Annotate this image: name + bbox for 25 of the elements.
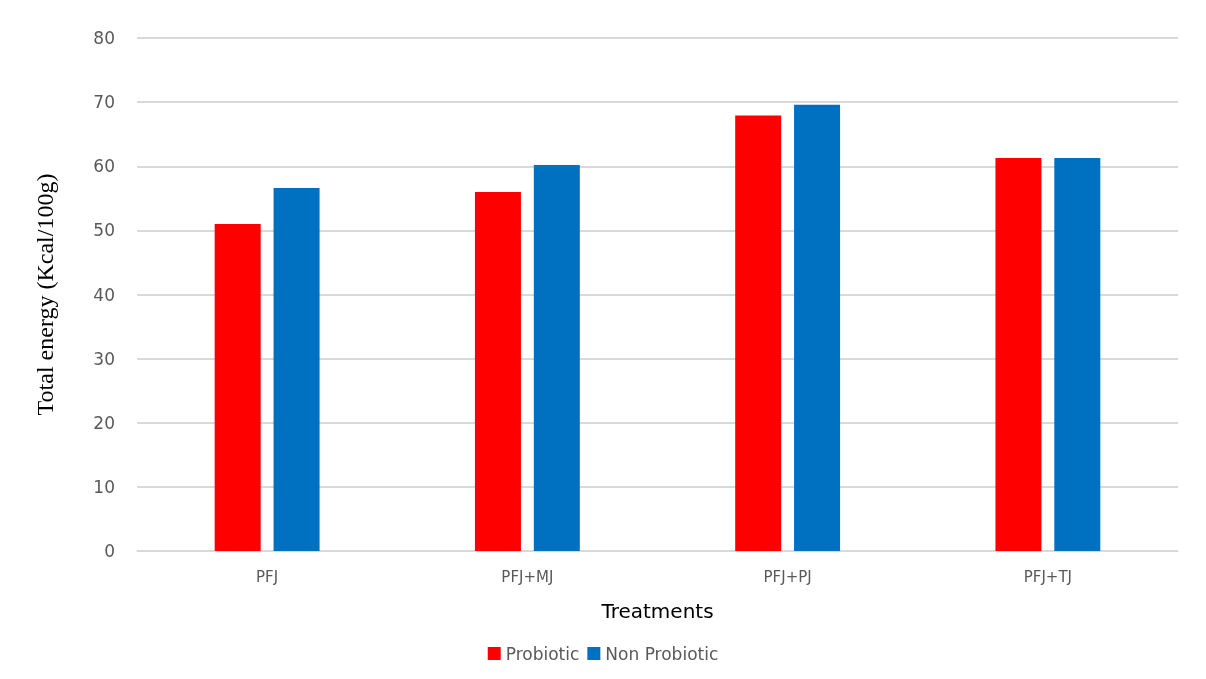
y-tick-label: 20 bbox=[93, 412, 115, 433]
x-axis-title: Treatments bbox=[600, 599, 714, 623]
y-tick-label: 40 bbox=[93, 284, 115, 305]
bar bbox=[533, 164, 580, 551]
y-tick-label: 10 bbox=[93, 476, 115, 497]
x-tick-label: PFJ+PJ bbox=[763, 567, 812, 586]
bar bbox=[1054, 157, 1101, 551]
legend-label: Non Probiotic bbox=[605, 643, 719, 664]
y-tick-label: 80 bbox=[93, 28, 115, 48]
y-tick-label: 70 bbox=[93, 92, 115, 113]
y-tick-label: 60 bbox=[93, 156, 115, 177]
x-tick-label: PFJ bbox=[256, 567, 279, 586]
bar bbox=[794, 104, 841, 551]
x-tick-label: PFJ+MJ bbox=[501, 567, 554, 586]
legend-label: Probiotic bbox=[505, 643, 580, 664]
y-axis-title: Total energy (Kcal/100g) bbox=[32, 173, 58, 416]
bar bbox=[735, 115, 782, 551]
bar bbox=[995, 157, 1042, 551]
x-tick-label: PFJ+TJ bbox=[1023, 567, 1073, 586]
bar bbox=[214, 223, 261, 551]
y-tick-label: 50 bbox=[93, 220, 115, 241]
bar bbox=[474, 191, 521, 551]
y-tick-label: 30 bbox=[93, 348, 115, 369]
y-tick-label: 0 bbox=[104, 541, 115, 561]
bar bbox=[273, 188, 320, 551]
